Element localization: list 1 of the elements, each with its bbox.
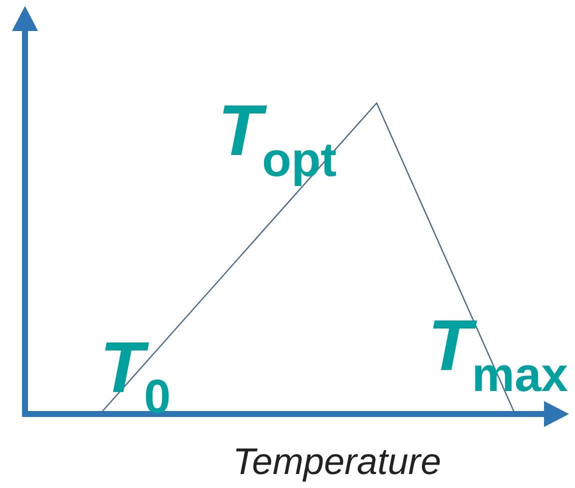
x-axis-title: Temperature [232, 441, 442, 482]
